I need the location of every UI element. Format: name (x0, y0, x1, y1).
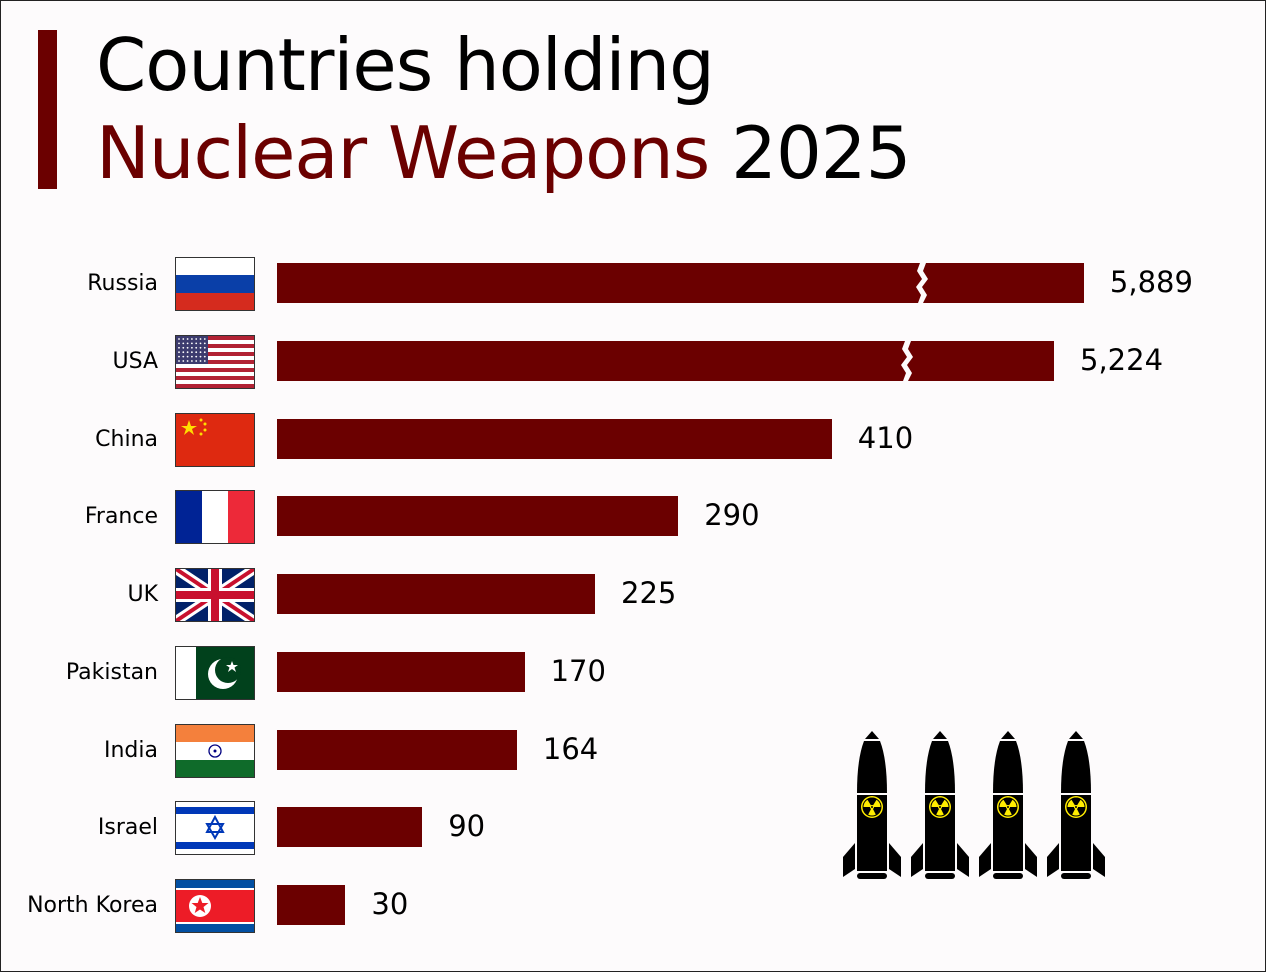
value-label: 5,224 (1080, 342, 1164, 377)
nuclear-missile-icon (841, 729, 903, 885)
value-label: 170 (550, 653, 606, 688)
flag-france-icon (175, 490, 255, 545)
title-accent-bar (38, 30, 57, 189)
title-highlight: Nuclear Weapons (96, 111, 710, 195)
flag-pakistan-icon (175, 645, 255, 700)
flag-israel-icon (175, 801, 255, 856)
nuclear-missile-icon (977, 729, 1039, 885)
category-label: UK (127, 582, 158, 607)
category-label: USA (112, 348, 158, 374)
value-label: 30 (371, 887, 409, 921)
title-line-2: Nuclear Weapons 2025 (96, 111, 911, 195)
category-label: Israel (97, 815, 158, 841)
category-label: China (95, 426, 158, 452)
bar-usa (277, 340, 1054, 381)
value-label: 5,889 (1109, 265, 1193, 299)
category-label: France (84, 504, 158, 530)
flag-north-korea-icon (175, 879, 255, 933)
bar-row-russia: Russia 5,889 (1, 253, 1265, 313)
title-line-1: Countries holding (96, 23, 715, 107)
bar-row-usa: USA 5,224 (1, 331, 1265, 391)
nuclear-missile-icon (909, 729, 971, 885)
bar-row-france: France 290 (1, 486, 1265, 546)
bar-russia (277, 263, 1084, 303)
bar-row-israel: Israel 90 (1, 797, 1265, 857)
missiles-illustration (841, 729, 1113, 885)
bar-north-korea (277, 885, 346, 925)
value-label: 225 (621, 576, 677, 610)
title-year: 2025 (731, 111, 911, 195)
value-label: 410 (857, 420, 914, 455)
bar-france (277, 496, 679, 537)
category-label: India (104, 737, 158, 763)
bar-row-uk: UK 225 (1, 564, 1265, 624)
value-label: 164 (542, 731, 599, 766)
axis-break-mark (901, 340, 913, 381)
bar-row-pakistan: Pakistan 170 (1, 642, 1265, 702)
bar-uk (277, 574, 595, 614)
flag-china-icon (175, 412, 255, 467)
category-label: North Korea (27, 893, 158, 918)
bar-pakistan (277, 651, 525, 692)
flag-uk-icon (175, 568, 255, 622)
bar-row-china: China 410 (1, 409, 1265, 469)
axis-break-mark (915, 263, 928, 303)
value-label: 290 (704, 498, 760, 533)
bar-israel (277, 807, 423, 848)
bar-china (277, 418, 832, 459)
bar-india (277, 729, 517, 770)
flag-usa-icon (175, 334, 255, 389)
flag-india-icon (175, 723, 255, 778)
value-label: 90 (448, 809, 486, 844)
bar-row-north-korea: North Korea 30 (1, 875, 1265, 935)
category-label: Russia (87, 271, 158, 296)
flag-russia-icon (175, 257, 255, 311)
category-label: Pakistan (65, 659, 158, 685)
nuclear-missile-icon (1045, 729, 1107, 885)
bar-row-india: India 164 (1, 720, 1265, 780)
